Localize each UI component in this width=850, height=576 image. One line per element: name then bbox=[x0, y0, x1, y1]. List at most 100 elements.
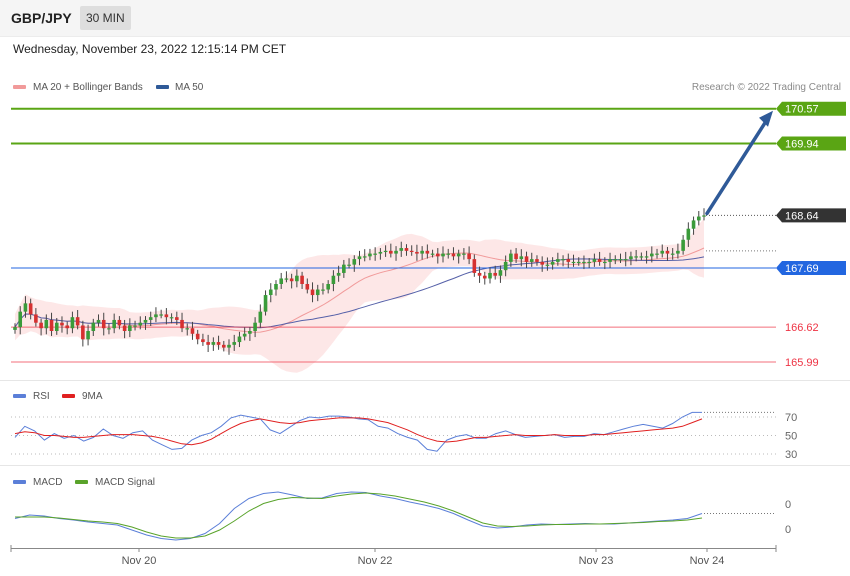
candle bbox=[310, 289, 315, 296]
candle bbox=[237, 336, 242, 343]
candle bbox=[232, 342, 237, 345]
candle bbox=[576, 261, 581, 264]
candle bbox=[23, 303, 28, 312]
candle bbox=[425, 250, 430, 254]
candle bbox=[49, 319, 54, 331]
candle bbox=[399, 248, 404, 251]
candle bbox=[117, 319, 122, 326]
level-tag: 170.57 bbox=[776, 101, 846, 116]
candle bbox=[65, 325, 69, 329]
candle bbox=[686, 228, 691, 240]
datetime-label: Wednesday, November 23, 2022 12:15:14 PM… bbox=[13, 42, 287, 56]
rsi-tick-label: 50 bbox=[785, 431, 797, 443]
candle bbox=[81, 325, 85, 340]
candle bbox=[263, 295, 268, 312]
candle bbox=[509, 253, 513, 262]
candle bbox=[357, 256, 362, 260]
credit-label: Research © 2022 Trading Central bbox=[692, 82, 841, 93]
candle bbox=[331, 275, 336, 284]
candle bbox=[206, 342, 210, 345]
candle bbox=[86, 331, 90, 340]
candle bbox=[587, 261, 591, 264]
legend-swatch-macd-signal bbox=[75, 480, 88, 484]
candle bbox=[514, 253, 518, 260]
x-axis-labels: Nov 20 Nov 22 Nov 23 Nov 24 bbox=[10, 545, 777, 567]
candle bbox=[107, 328, 111, 330]
candle bbox=[618, 259, 623, 261]
candle bbox=[456, 253, 461, 257]
legend-label-rsi-ma: 9MA bbox=[82, 391, 103, 402]
candle bbox=[503, 261, 508, 271]
legend-label-ma50: MA 50 bbox=[175, 82, 204, 93]
legend-label-macd-signal: MACD Signal bbox=[95, 477, 155, 488]
candle bbox=[101, 319, 106, 329]
candle bbox=[420, 250, 424, 254]
candle bbox=[289, 278, 294, 282]
level-tag-bg bbox=[776, 136, 846, 151]
candle bbox=[545, 264, 550, 266]
candle bbox=[702, 215, 706, 217]
candle bbox=[148, 317, 153, 320]
candle bbox=[665, 250, 670, 254]
candle bbox=[54, 322, 59, 331]
pair-title: GBP/JPY bbox=[11, 10, 72, 26]
candle bbox=[493, 272, 498, 276]
timeframe-button[interactable]: 30 MIN bbox=[80, 6, 131, 30]
x-tick-label: Nov 22 bbox=[358, 555, 393, 567]
candle bbox=[613, 259, 618, 261]
candle bbox=[373, 253, 377, 255]
candle bbox=[566, 259, 571, 262]
candle bbox=[603, 261, 607, 264]
rsi-panel: 70 50 30 bbox=[11, 411, 797, 461]
level-label: 168.64 bbox=[785, 210, 819, 222]
candle bbox=[258, 311, 263, 323]
candle bbox=[336, 272, 341, 276]
candle bbox=[91, 322, 96, 331]
candle bbox=[597, 259, 602, 262]
level-label: 167.69 bbox=[785, 263, 819, 275]
candle bbox=[488, 272, 492, 279]
candle bbox=[482, 275, 487, 279]
level-label: 169.94 bbox=[785, 139, 819, 151]
candle bbox=[13, 327, 17, 330]
candle bbox=[169, 317, 174, 319]
candle bbox=[462, 253, 466, 255]
candle bbox=[96, 319, 101, 323]
candle bbox=[540, 261, 544, 265]
candle bbox=[39, 322, 43, 329]
forecast-arrow-head bbox=[759, 110, 773, 127]
candle bbox=[524, 256, 529, 262]
candle bbox=[571, 261, 576, 264]
candle bbox=[122, 325, 127, 331]
candle bbox=[409, 250, 414, 253]
candle bbox=[535, 259, 539, 262]
rsi-tick-label: 70 bbox=[785, 412, 797, 424]
candle bbox=[295, 275, 299, 282]
candle bbox=[138, 322, 143, 326]
forecast-arrow bbox=[705, 117, 769, 216]
candle bbox=[472, 259, 477, 273]
candle bbox=[305, 284, 310, 290]
candle bbox=[362, 256, 367, 258]
candle bbox=[18, 311, 23, 328]
candle bbox=[164, 314, 169, 318]
candle bbox=[268, 289, 273, 296]
candle bbox=[44, 319, 49, 329]
candle bbox=[159, 314, 163, 316]
candle bbox=[112, 319, 116, 329]
candle bbox=[441, 253, 445, 257]
candle bbox=[279, 278, 284, 284]
candle bbox=[681, 239, 685, 251]
price-panel: 170.57 169.94 168.64 167.69 166.62 165.99 bbox=[11, 101, 846, 373]
candle bbox=[634, 256, 638, 258]
candle bbox=[467, 253, 471, 260]
level-tag: 169.94 bbox=[776, 136, 846, 151]
candle bbox=[352, 259, 357, 265]
candle bbox=[623, 259, 628, 261]
rsi-tick-label: 30 bbox=[785, 449, 797, 461]
candle bbox=[477, 272, 482, 276]
candle bbox=[451, 253, 456, 257]
bollinger-band bbox=[15, 218, 704, 373]
candle bbox=[154, 314, 158, 318]
candle bbox=[389, 250, 393, 254]
